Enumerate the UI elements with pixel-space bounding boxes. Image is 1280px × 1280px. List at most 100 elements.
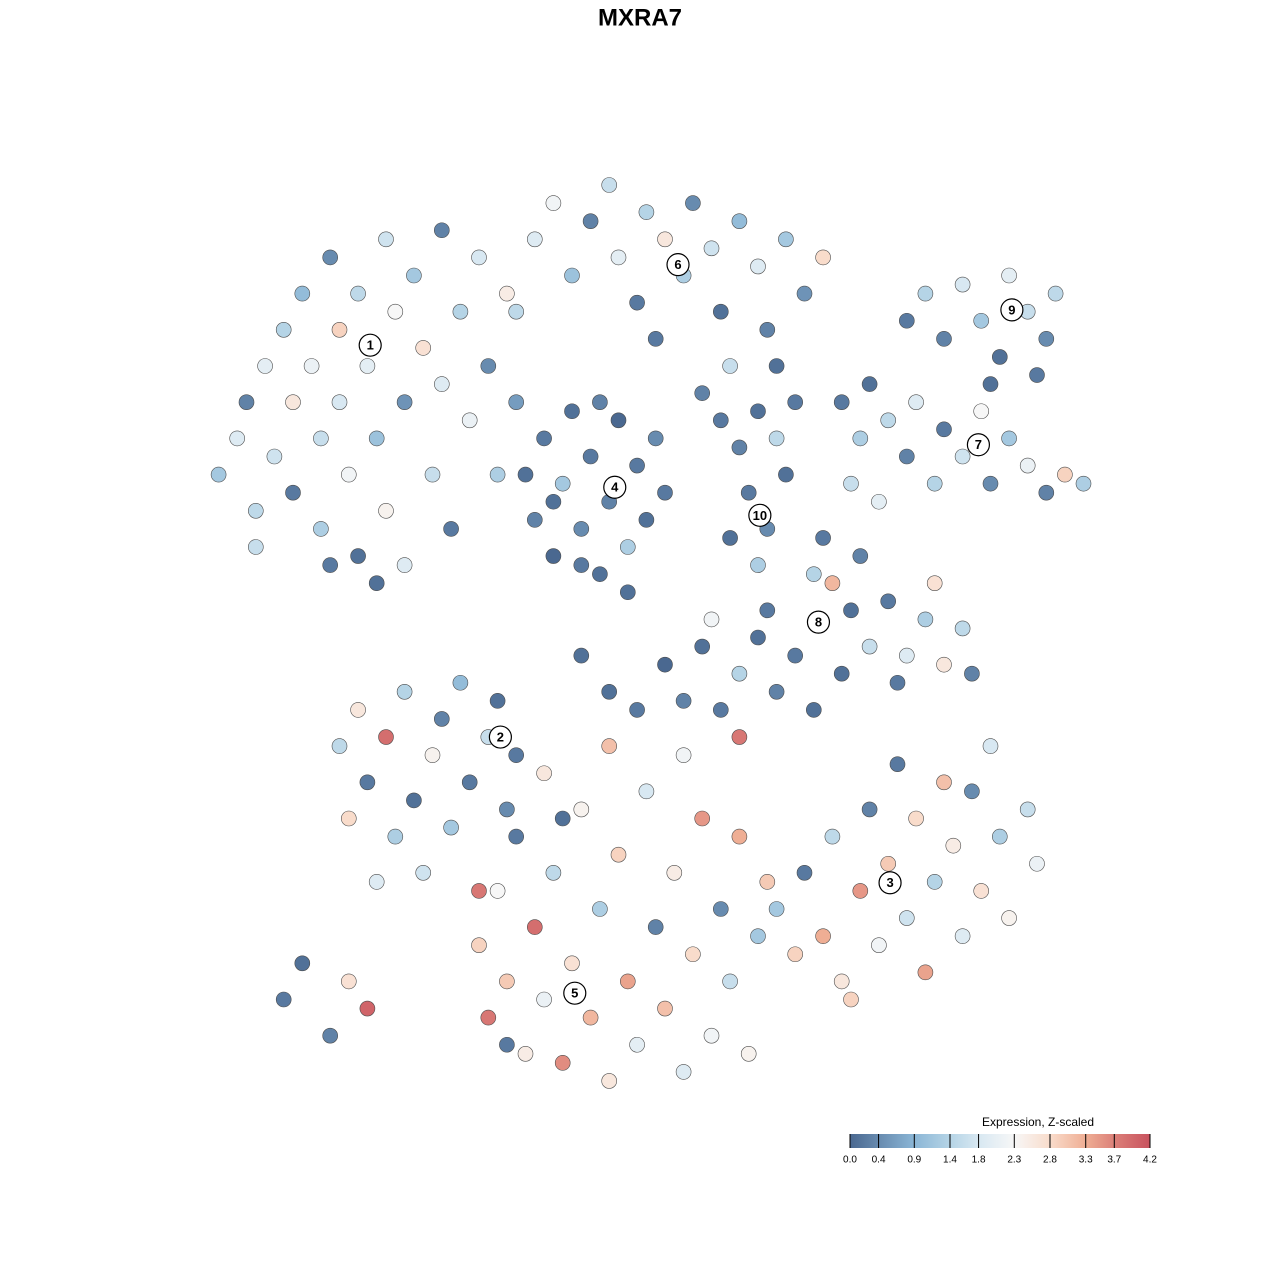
point (815, 249, 831, 266)
point (833, 973, 850, 990)
point (396, 394, 413, 411)
point (582, 1009, 599, 1026)
point (936, 656, 952, 673)
point (750, 629, 766, 646)
point (712, 412, 729, 429)
colorbar-tick-label: 3.7 (1107, 1155, 1121, 1166)
point (833, 394, 850, 411)
point (759, 874, 776, 890)
point (964, 665, 980, 682)
cluster-label: 5 (571, 986, 578, 1001)
point (610, 846, 627, 863)
point (499, 285, 515, 302)
point (545, 548, 562, 564)
point (619, 584, 636, 601)
point (294, 285, 311, 302)
point (582, 213, 599, 229)
point (1019, 801, 1036, 818)
point (861, 376, 878, 392)
point (545, 493, 562, 510)
point (647, 919, 664, 935)
point (396, 683, 413, 700)
point (471, 883, 487, 899)
point (1001, 267, 1017, 284)
point (1029, 855, 1045, 872)
point (638, 512, 655, 528)
point (554, 475, 571, 492)
point (926, 575, 943, 592)
point (889, 674, 906, 691)
point (750, 403, 766, 420)
point (805, 566, 822, 582)
point (536, 430, 552, 447)
cluster-badge (666, 253, 690, 277)
colorbar-tick-label: 0.4 (872, 1155, 886, 1166)
cluster-badge (488, 725, 512, 749)
point (722, 973, 738, 990)
point (564, 403, 580, 420)
point (368, 430, 385, 447)
colorbar-title: Expression, Z-scaled (982, 1115, 1094, 1129)
point (601, 738, 618, 754)
point (731, 828, 748, 845)
point (517, 466, 534, 483)
point (275, 321, 292, 338)
point (908, 394, 924, 411)
point (954, 276, 971, 293)
point (275, 991, 292, 1008)
cluster-badge (966, 433, 991, 457)
point (331, 321, 348, 338)
point (685, 946, 701, 963)
point (1019, 457, 1036, 474)
point (294, 955, 311, 972)
point (1038, 331, 1055, 347)
point (508, 303, 525, 320)
point (424, 466, 441, 483)
point (657, 484, 673, 501)
point (368, 575, 385, 592)
point (471, 249, 487, 266)
point (517, 1046, 534, 1062)
point (350, 702, 366, 718)
point (378, 502, 394, 519)
colorbar-tick-label: 0.9 (907, 1155, 921, 1166)
point (629, 294, 645, 311)
point (461, 412, 478, 429)
point (526, 512, 543, 528)
point (1047, 285, 1064, 302)
point (313, 430, 329, 447)
point (796, 864, 813, 881)
point (694, 810, 711, 827)
point (508, 394, 525, 411)
colorbar-tick-label: 4.2 (1143, 1155, 1157, 1166)
point (889, 756, 906, 773)
point (1001, 430, 1017, 447)
point (406, 792, 422, 809)
point (815, 928, 831, 944)
point (991, 828, 1008, 845)
point (545, 195, 562, 211)
point (954, 448, 971, 465)
point (917, 285, 934, 302)
point (880, 593, 897, 610)
point (601, 177, 618, 193)
point (424, 747, 441, 763)
point (1001, 910, 1017, 926)
point (573, 647, 590, 664)
point (545, 864, 562, 881)
point (1075, 475, 1092, 492)
point (768, 358, 785, 374)
point (238, 394, 255, 411)
point (526, 231, 543, 248)
point (499, 801, 515, 818)
point (285, 394, 301, 411)
point (508, 747, 525, 763)
point (592, 566, 608, 582)
point (331, 394, 348, 411)
point (843, 475, 859, 492)
point (359, 358, 376, 374)
point (433, 222, 450, 239)
point (592, 901, 608, 917)
point (917, 611, 934, 628)
point (685, 195, 701, 211)
